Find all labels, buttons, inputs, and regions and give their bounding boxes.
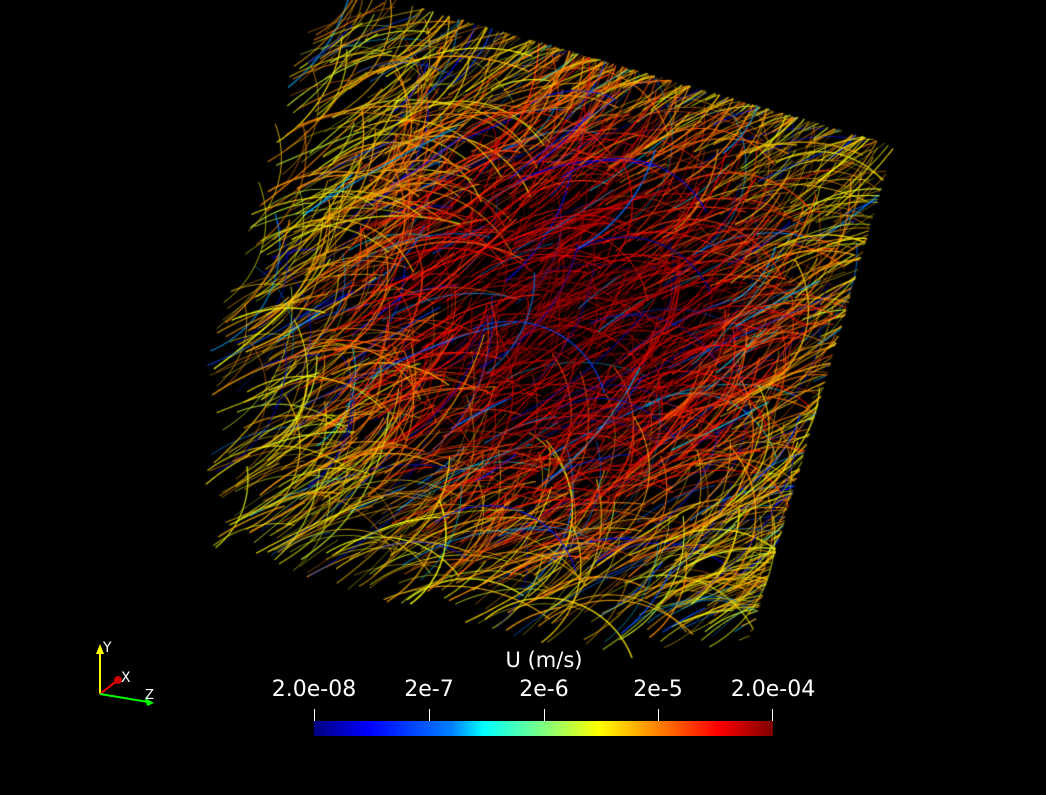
y-axis-label: Y [102,640,112,656]
orientation-axes-widget: Y X Z [96,640,154,706]
z-axis-label: Z [145,688,154,703]
x-axis-label: X [121,670,131,686]
y-axis-arrow-icon [96,644,104,654]
z-axis-arrow-icon [145,698,154,706]
x-axis-arrow-icon [114,676,122,684]
z-axis-line [99,693,149,703]
